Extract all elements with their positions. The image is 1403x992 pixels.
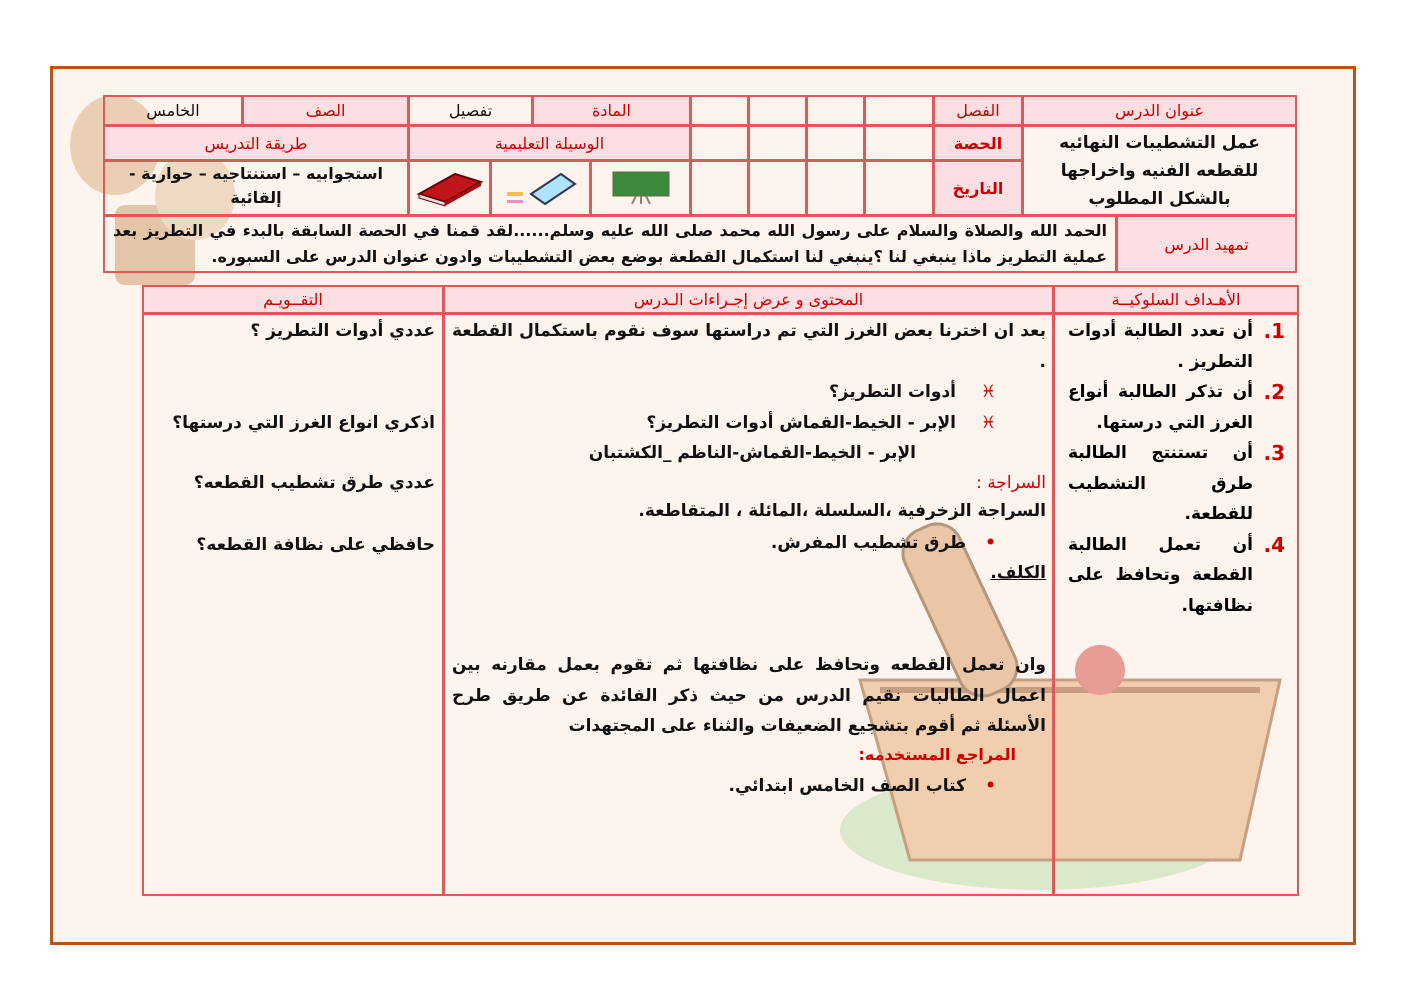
- intro-text: الحمد الله والصلاة والسلام على رسول الله…: [103, 215, 1117, 273]
- empty-cell: [690, 95, 749, 126]
- kalaf-text: الكلف.: [990, 563, 1046, 583]
- empty-cell: [690, 125, 749, 161]
- objectives-column: [1053, 313, 1299, 896]
- question-2: ♓ الإبر - الخيط-القماش أدوات التطريز؟: [452, 408, 1046, 439]
- evaluation-header: التقــويـم: [142, 285, 444, 314]
- seraja-label: السراجة :: [976, 473, 1046, 493]
- references-label: المراجع المستخدمه:: [858, 745, 1017, 764]
- bullet-text: طرق تشطيب المفرش.: [770, 533, 966, 553]
- evaluation-item: حافظي على نظافة القطعه؟: [196, 535, 435, 555]
- book-icon: [415, 172, 484, 207]
- empty-cell: [748, 125, 807, 161]
- answer-2: الإبر - الخيط-القماش-الناظم _الكشتبان: [588, 443, 916, 463]
- subject-label: المادة: [532, 95, 691, 126]
- empty-cell: [748, 160, 807, 216]
- reference-text: كتاب الصف الخامس ابتدائي.: [728, 776, 967, 796]
- empty-cell: [864, 125, 934, 161]
- objective-number: 4.: [1263, 532, 1285, 557]
- bullet-dot-icon: •: [985, 776, 996, 796]
- question-text: الإبر - الخيط-القماش أدوات التطريز؟: [646, 413, 956, 433]
- objective-item: 3. أن تستنتج الطالبة طرق التشطيب للقطعة.: [1060, 438, 1285, 530]
- empty-cell: [864, 160, 934, 216]
- intro-label: تمهيد الدرس: [1116, 215, 1297, 273]
- empty-cell: [748, 95, 807, 126]
- evaluation-column: [142, 313, 444, 896]
- question-1: ♓ أدوات التطريز؟: [452, 377, 1046, 408]
- evaluation-item: عددي طرق تشطيب القطعه؟: [193, 473, 435, 493]
- empty-cell: [864, 95, 934, 126]
- content-header: المحتوى و عرض إجـراءات الـدرس: [443, 285, 1054, 314]
- eraser-chalk-icon: [507, 172, 577, 206]
- reference-item: • كتاب الصف الخامس ابتدائي.: [452, 771, 1046, 802]
- objective-item: 2. أن تذكر الطالبة أنواع الغرز التي درسته…: [1060, 377, 1285, 438]
- bullet-dot-icon: •: [985, 533, 996, 553]
- objective-text: أن تعمل الطالبة القطعة وتحافظ على نظافته…: [1068, 534, 1253, 616]
- lesson-title-label: عنوان الدرس: [1022, 95, 1297, 126]
- empty-cell: [806, 160, 865, 216]
- aid-cell: [490, 160, 591, 216]
- bullet-icon: ♓: [980, 382, 996, 402]
- method-label: طريقة التدريس: [103, 125, 409, 161]
- bullet-item: • طرق تشطيب المفرش.: [452, 528, 1046, 559]
- seraja-text: السراجة الزخرفية ،السلسلة ،المائلة ، الم…: [638, 501, 1046, 521]
- picnic-basket-illustration: [840, 522, 1282, 890]
- grade-value: الخامس: [103, 95, 243, 126]
- objectives-list: 1. أن تعدد الطالبة أدوات التطريز . 2. أن ت…: [1060, 316, 1285, 621]
- question-text: أدوات التطريز؟: [828, 382, 956, 402]
- content-column: [443, 313, 1054, 896]
- lesson-title: عمل التشطيبات النهائيه للقطعه الفنيه واخ…: [1022, 125, 1297, 216]
- aid-cell: [408, 160, 491, 216]
- content-paragraph-1: بعد ان اخترنا بعض الغرز التي تم دراستها …: [452, 321, 1046, 372]
- empty-cell: [690, 160, 749, 216]
- blackboard-icon: [612, 171, 669, 205]
- aid-cell: [590, 160, 691, 216]
- grade-label: الصف: [242, 95, 409, 126]
- objective-item: 1. أن تعدد الطالبة أدوات التطريز .: [1060, 316, 1285, 377]
- objective-number: 2.: [1263, 380, 1285, 404]
- objective-item: 4. أن تعمل الطالبة القطعة وتحافظ على نظاف…: [1060, 530, 1285, 622]
- empty-cell: [806, 95, 865, 126]
- objective-text: أن تعدد الطالبة أدوات التطريز .: [1068, 321, 1253, 372]
- evaluation-item: عددي أدوات التطريز ؟: [250, 321, 435, 341]
- objectives-header: الأهـداف السلوكيــة: [1053, 285, 1299, 314]
- objective-number: 1.: [1263, 319, 1285, 343]
- objective-text: أن تستنتج الطالبة طرق التشطيب للقطعة.: [1068, 443, 1253, 524]
- aids-label: الوسيلة التعليمية: [408, 125, 691, 161]
- bullet-icon: ♓: [980, 413, 996, 433]
- subject-value: تفصيل: [408, 95, 533, 126]
- class-label: الفصل: [933, 95, 1023, 126]
- date-label: التاريخ: [933, 160, 1023, 216]
- empty-cell: [806, 125, 865, 161]
- method-value: استجوابيه – استنتاجيه – حوارية - إلقائية: [103, 160, 409, 216]
- evaluation-item: اذكري انواع الغرز التي درستها؟: [172, 413, 435, 433]
- objective-text: أن تذكر الطالبة أنواع الغرز التي درستها.: [1068, 382, 1253, 433]
- objective-number: 3.: [1263, 441, 1285, 465]
- content-paragraph-2: وان تعمل القطعه وتحافظ على نظافتها ثم تق…: [452, 655, 1046, 736]
- period-label: الحصة: [933, 125, 1023, 161]
